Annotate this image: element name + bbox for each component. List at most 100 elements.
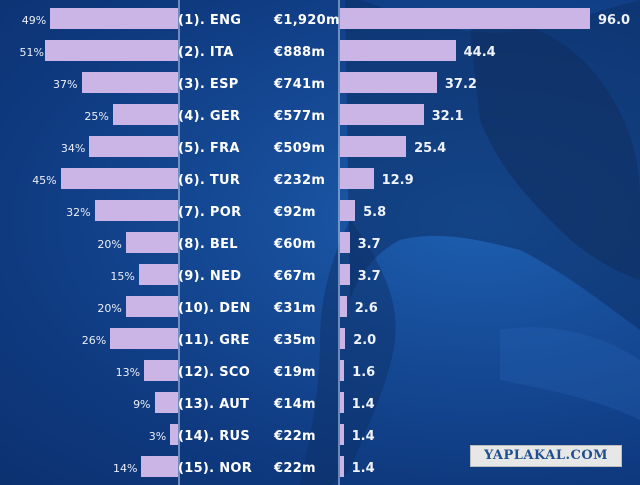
left-bar: [50, 8, 178, 29]
money-label: €14m: [274, 397, 316, 412]
country-name: (3). ESP: [178, 77, 239, 92]
country-name: (9). NED: [178, 269, 242, 284]
category-label: (10). DEN €31m: [178, 298, 338, 319]
left-bar: [141, 456, 178, 477]
country-name: (10). DEN: [178, 301, 251, 316]
left-divider-line: [178, 0, 180, 485]
left-bar: [110, 328, 178, 349]
money-label: €60m: [274, 237, 316, 252]
country-name: (2). ITA: [178, 45, 234, 60]
right-bar: [340, 296, 347, 317]
category-label: (1). ENG €1,920m: [178, 10, 340, 31]
right-bar: [340, 232, 350, 253]
right-bar: [340, 424, 344, 445]
money-label: €577m: [274, 109, 326, 124]
left-value-label: 14%: [113, 462, 138, 475]
right-value-label: 5.8: [363, 205, 387, 220]
country-name: (1). ENG: [178, 13, 242, 28]
right-bar: [340, 200, 356, 221]
left-value-label: 45%: [32, 174, 57, 187]
right-bar: [340, 104, 424, 125]
country-name: (8). BEL: [178, 237, 238, 252]
left-value-label: 49%: [21, 14, 47, 27]
category-label: (14). RUS €22m: [178, 426, 338, 447]
money-label: €92m: [274, 205, 316, 220]
right-bar: [340, 136, 407, 157]
left-bar: [170, 424, 178, 445]
money-label: €31m: [274, 301, 316, 316]
right-value-label: 25.4: [414, 141, 447, 156]
left-bar: [60, 168, 178, 189]
left-value-label: 26%: [81, 334, 107, 347]
category-label: (12). SCO €19m: [178, 362, 338, 383]
country-name: (13). AUT: [178, 397, 250, 412]
category-label: (8). BEL €60m: [178, 234, 338, 255]
left-bar: [125, 296, 178, 317]
country-name: (11). GRE: [178, 333, 250, 348]
right-bar: [340, 168, 374, 189]
left-bar: [138, 264, 178, 285]
money-label: €19m: [274, 365, 316, 380]
left-bar: [112, 104, 178, 125]
country-name: (14). RUS: [178, 429, 251, 444]
money-label: €1,920m: [274, 13, 340, 28]
country-name: (12). SCO: [178, 365, 251, 380]
left-bar: [45, 40, 178, 61]
right-bar: [340, 392, 344, 413]
country-name: (6). TUR: [178, 173, 241, 188]
right-value-label: 1.4: [351, 461, 375, 476]
left-bar: [125, 232, 178, 253]
right-value-label: 32.1: [431, 109, 464, 124]
money-label: €35m: [274, 333, 316, 348]
left-bar: [89, 136, 178, 157]
watermark-badge: YAPLAKAL.COM: [470, 445, 622, 467]
category-label: (3). ESP €741m: [178, 74, 338, 95]
right-value-label: 3.7: [357, 237, 381, 252]
left-value-label: 13%: [115, 366, 141, 379]
category-label: (13). AUT €14m: [178, 394, 338, 415]
right-value-label: 2.6: [354, 301, 378, 316]
country-name: (5). FRA: [178, 141, 240, 156]
left-bar: [94, 200, 178, 221]
right-value-label: 96.0: [598, 13, 631, 28]
left-value-label: 37%: [53, 78, 78, 91]
category-label: (2). ITA €888m: [178, 42, 338, 63]
left-bar: [154, 392, 178, 413]
money-label: €22m: [274, 429, 316, 444]
money-label: €741m: [274, 77, 326, 92]
left-value-label: 51%: [19, 46, 44, 59]
country-name: (4). GER: [178, 109, 241, 124]
right-value-label: 1.4: [351, 397, 375, 412]
right-bar: [340, 40, 456, 61]
right-bar: [340, 360, 345, 381]
money-label: €22m: [274, 461, 316, 476]
right-value-label: 3.7: [357, 269, 381, 284]
right-value-label: 1.4: [351, 429, 375, 444]
left-value-label: 9%: [133, 398, 151, 411]
country-name: (15). NOR: [178, 461, 253, 476]
left-value-label: 15%: [110, 270, 135, 283]
left-value-label: 32%: [66, 206, 91, 219]
left-value-label: 20%: [97, 238, 122, 251]
left-value-label: 34%: [60, 142, 86, 155]
right-bar: [340, 456, 344, 477]
right-divider-line: [338, 0, 340, 485]
left-value-label: 25%: [84, 110, 109, 123]
right-bar: [340, 328, 346, 349]
money-label: €67m: [274, 269, 316, 284]
category-label: (9). NED €67m: [178, 266, 338, 287]
right-value-label: 1.6: [352, 365, 376, 380]
right-value-label: 12.9: [381, 173, 414, 188]
right-bar: [340, 72, 437, 93]
left-value-label: 3%: [148, 430, 167, 443]
right-value-label: 44.4: [463, 45, 496, 60]
right-value-label: 37.2: [444, 77, 477, 92]
left-bar: [81, 72, 178, 93]
category-label: (15). NOR €22m: [178, 458, 338, 479]
money-label: €509m: [274, 141, 326, 156]
right-bar: [340, 8, 590, 29]
category-label: (7). POR €92m: [178, 202, 338, 223]
right-value-label: 2.0: [353, 333, 377, 348]
country-name: (7). POR: [178, 205, 242, 220]
